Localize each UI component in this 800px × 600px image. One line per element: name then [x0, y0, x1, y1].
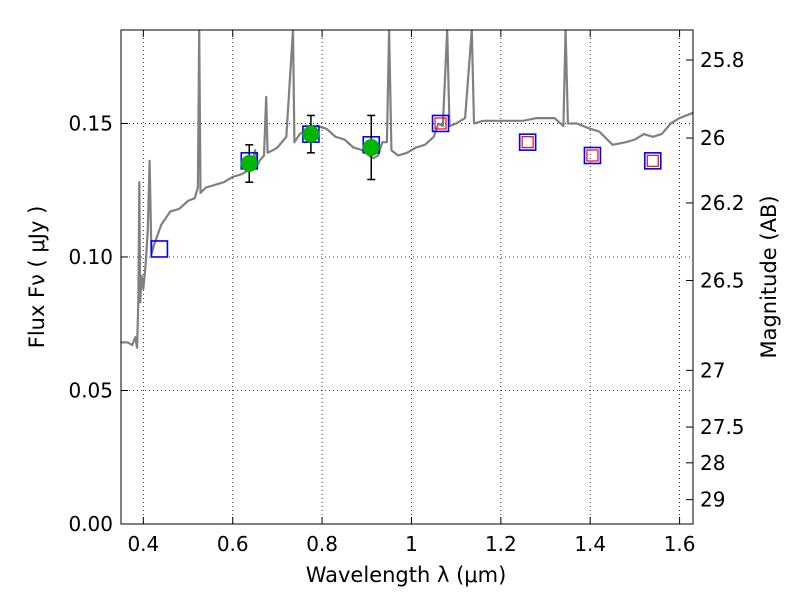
- right-tick-label: 27: [700, 358, 725, 382]
- x-tick-label: 1.4: [574, 532, 606, 556]
- inner-square-marker: [646, 154, 659, 167]
- x-axis-label: Wavelength λ (μm): [306, 563, 507, 587]
- spectrum-line: [121, 30, 693, 349]
- y-tick-label: 0.10: [68, 245, 113, 269]
- x-tick-label: 0.4: [127, 532, 159, 556]
- observed-point: [240, 155, 258, 173]
- model-square-marker: [150, 240, 169, 258]
- right-tick-label: 25.8: [700, 48, 745, 72]
- right-tick-label: 27.5: [700, 415, 745, 439]
- right-tick-label: 26.5: [700, 268, 745, 292]
- inner-square-marker: [434, 117, 447, 130]
- right-tick-label: 26.2: [700, 191, 745, 215]
- right-tick-label: 29: [700, 488, 725, 512]
- y-tick-label: 0.00: [68, 512, 113, 536]
- y-tick-label: 0.15: [68, 111, 113, 135]
- x-tick-label: 0.6: [217, 532, 249, 556]
- inner-square-marker: [586, 149, 599, 162]
- inner-square-marker: [521, 136, 534, 149]
- plot-area: [121, 30, 693, 349]
- x-tick-label: 1.2: [485, 532, 517, 556]
- observed-point: [362, 138, 380, 156]
- right-tick-label: 28: [700, 451, 725, 475]
- model-square-marker: [518, 133, 537, 151]
- plot-frame: [120, 29, 694, 525]
- y-axis-label: Flux Fν ( μJy ): [25, 206, 49, 349]
- x-tick-label: 1.6: [664, 532, 696, 556]
- axis-ticks: 0.4 0.6 0.8 1 1.2 1.4 1.6 0.00 0.05 0.10 0.15 25.8 2…: [68, 30, 745, 556]
- model-square-marker: [431, 114, 450, 133]
- y-tick-label: 0.05: [68, 378, 113, 402]
- model-square-marker: [643, 152, 662, 170]
- right-tick-label: 26: [700, 126, 725, 150]
- y-axis-label-right: Magnitude (AB): [757, 195, 781, 358]
- observed-point: [302, 125, 320, 143]
- x-tick-label: 0.8: [306, 532, 338, 556]
- model-square-marker: [583, 146, 602, 165]
- x-tick-label: 1: [405, 532, 418, 556]
- grid-lines: [121, 30, 693, 525]
